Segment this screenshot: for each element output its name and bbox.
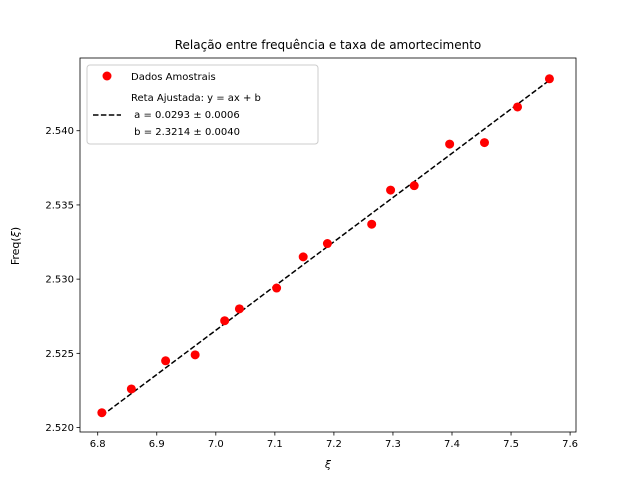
data-point (322, 239, 332, 249)
data-point (272, 283, 282, 293)
y-tick-label: 2.540 (45, 126, 74, 137)
x-tick-label: 7.1 (267, 439, 283, 450)
data-point (386, 185, 396, 195)
legend: Dados Amostrais Reta Ajustada: y = ax + … (86, 64, 319, 145)
chart-title: Relação entre frequência e taxa de amort… (175, 38, 482, 52)
data-point (190, 350, 200, 360)
data-point (479, 138, 489, 148)
fit-line (101, 79, 550, 417)
y-axis-label-prefix: Freq( (9, 237, 22, 265)
data-point (445, 139, 455, 149)
plot-frame (79, 57, 577, 433)
y-tick-label: 2.530 (45, 275, 74, 286)
x-tick-label: 6.8 (90, 439, 106, 450)
data-point (409, 181, 419, 191)
x-tick-label: 7.6 (562, 439, 578, 450)
x-tick-label: 7.4 (444, 439, 460, 450)
data-point (513, 102, 523, 112)
data-point (97, 408, 107, 418)
x-axis-label: ξ (324, 458, 332, 471)
y-axis-label-suffix: ) (9, 227, 22, 231)
data-point (544, 74, 554, 84)
x-tick-label: 6.9 (149, 439, 165, 450)
x-tick-label: 7.3 (385, 439, 401, 450)
y-tick-label: 2.535 (45, 200, 74, 211)
data-point (126, 384, 136, 394)
data-point (367, 219, 377, 229)
y-tick-label: 2.520 (45, 423, 74, 434)
y-axis-label: Freq(ξ) (9, 227, 22, 265)
y-axis: 2.520 2.525 2.530 2.535 2.540 (45, 126, 80, 434)
x-tick-label: 7.2 (326, 439, 342, 450)
x-tick-label: 7.0 (208, 439, 224, 450)
y-axis-label-var: ξ (9, 230, 22, 238)
legend-label-reta-ajustada-line-3: b = 2.3214 ± 0.0040 (131, 127, 240, 138)
data-point (220, 316, 230, 326)
data-point (298, 252, 308, 262)
legend-label-reta-ajustada-line-2: a = 0.0293 ± 0.0006 (131, 110, 240, 121)
legend-label-reta-ajustada-line-1: Reta Ajustada: y = ax + b (131, 93, 261, 104)
legend-label-dados-amostrais: Dados Amostrais (131, 72, 216, 83)
legend-box (86, 64, 319, 145)
legend-marker-dados-amostrais (102, 71, 112, 81)
x-axis: 6.8 6.9 7.0 7.1 7.2 7.3 7.4 7.5 7.6 (90, 432, 578, 450)
plot-area (79, 57, 577, 433)
data-point (161, 356, 171, 366)
x-tick-label: 7.5 (503, 439, 519, 450)
data-point (234, 304, 244, 314)
y-tick-label: 2.525 (45, 349, 74, 360)
